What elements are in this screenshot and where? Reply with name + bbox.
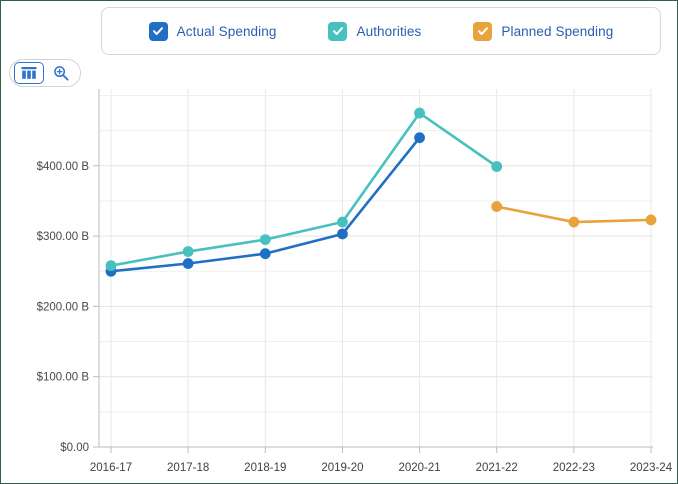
gridlines-major: [99, 165, 653, 448]
series-data-point[interactable]: [337, 216, 348, 228]
checkbox-checked-icon[interactable]: [473, 21, 493, 41]
chart-toolbar: [9, 59, 81, 87]
chart-type-button[interactable]: [14, 62, 44, 84]
series-data-point[interactable]: [337, 228, 348, 240]
checkbox-checked-icon[interactable]: [148, 21, 168, 41]
x-axis-tick-label: 2018-19: [244, 462, 286, 474]
legend-label: Planned Spending: [501, 23, 614, 39]
checkbox-checked-icon[interactable]: [328, 21, 348, 41]
series-data-point[interactable]: [414, 132, 425, 144]
series-data-point[interactable]: [491, 161, 503, 172]
y-axis-tick-label: $100.00 B: [37, 372, 90, 384]
series-data-point[interactable]: [182, 246, 194, 257]
legend-item-actual-spending[interactable]: Actual Spending: [123, 21, 303, 41]
series-data-point[interactable]: [568, 216, 580, 228]
legend-item-planned-spending[interactable]: Planned Spending: [447, 21, 639, 41]
x-axis-tick-label: 2020-21: [398, 462, 440, 474]
y-axis-tick-label: $0.00: [60, 442, 89, 454]
legend-label: Actual Spending: [176, 23, 277, 39]
magnifier-plus-icon: [54, 66, 69, 81]
series-line: [109, 111, 499, 267]
series-data-point[interactable]: [491, 201, 503, 212]
x-axis-tick-label: 2019-20: [321, 462, 363, 474]
series-data-point[interactable]: [182, 258, 194, 269]
series-data-point[interactable]: [414, 107, 425, 119]
series-data-point[interactable]: [259, 248, 271, 260]
series-data-point[interactable]: [105, 260, 117, 272]
gridlines-vertical: [110, 89, 652, 447]
x-axis-tick-label: 2021-22: [476, 462, 518, 474]
gridlines-minor: [99, 95, 653, 413]
y-axis-tick-label: $300.00 B: [37, 231, 90, 243]
x-axis-tick-label: 2022-23: [553, 462, 595, 474]
x-axis-tick-labels: 2016-17 2017-18 2018-19 2019-20 2020-21 2021-…: [90, 462, 673, 474]
zoom-button[interactable]: [46, 62, 76, 84]
x-axis-tick-label: 2017-18: [167, 462, 209, 474]
chart-legend: Actual Spending Authorities Planned Spen…: [101, 7, 661, 55]
axis-lines: [93, 89, 653, 453]
x-axis-tick-label: 2023-24: [630, 462, 673, 474]
series-data-point[interactable]: [645, 214, 657, 226]
y-axis-tick-label: $400.00 B: [37, 161, 90, 173]
series-data-point[interactable]: [259, 234, 271, 246]
chart-series-group: [105, 107, 657, 277]
legend-item-authorities[interactable]: Authorities: [302, 21, 447, 41]
y-axis-tick-label: $200.00 B: [37, 301, 90, 313]
y-axis-tick-labels: $0.00 $100.00 B $200.00 B $300.00 B $400.00 …: [37, 161, 90, 454]
legend-label: Authorities: [356, 23, 422, 39]
x-axis-tick-label: 2016-17: [90, 462, 132, 474]
bar-chart-icon: [21, 67, 37, 79]
